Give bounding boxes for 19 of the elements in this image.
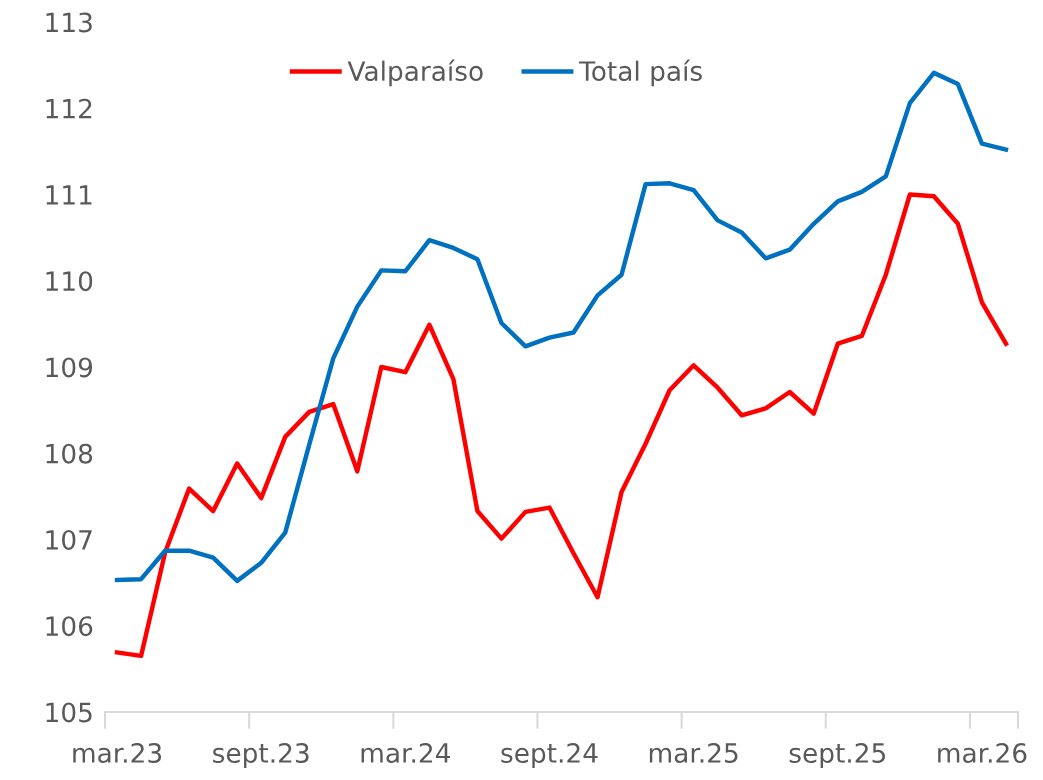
x-tick-label: sept.23 <box>213 743 309 769</box>
y-tick-label: 107 <box>46 529 92 550</box>
legend-label: Valparaíso <box>347 59 483 87</box>
y-tick-label: 108 <box>46 443 93 464</box>
x-tick-label: sept.25 <box>789 743 885 769</box>
x-tick-label: mar.26 <box>938 743 1027 763</box>
y-tick-label: 105 <box>46 702 92 723</box>
y-tick-label: 112 <box>46 98 92 119</box>
line-series <box>114 192 1009 659</box>
x-tick-label: mar.25 <box>649 743 738 763</box>
y-tick-label: 111 <box>46 185 92 205</box>
y-tick-label: 109 <box>46 357 93 378</box>
y-tick-label: 110 <box>46 271 93 292</box>
x-tick-label: mar.23 <box>73 743 162 763</box>
x-tick-label: mar.24 <box>361 743 450 763</box>
y-tick-label: 113 <box>46 12 92 33</box>
y-tick-label: 106 <box>46 616 93 637</box>
legend-label: Total país <box>579 59 702 87</box>
x-tick-label: sept.24 <box>501 743 598 769</box>
